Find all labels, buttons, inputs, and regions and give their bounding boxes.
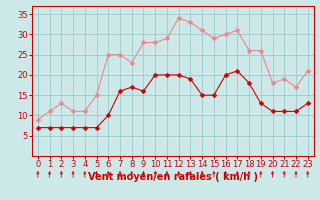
X-axis label: Vent moyen/en rafales ( km/h ): Vent moyen/en rafales ( km/h ) [88,172,258,182]
